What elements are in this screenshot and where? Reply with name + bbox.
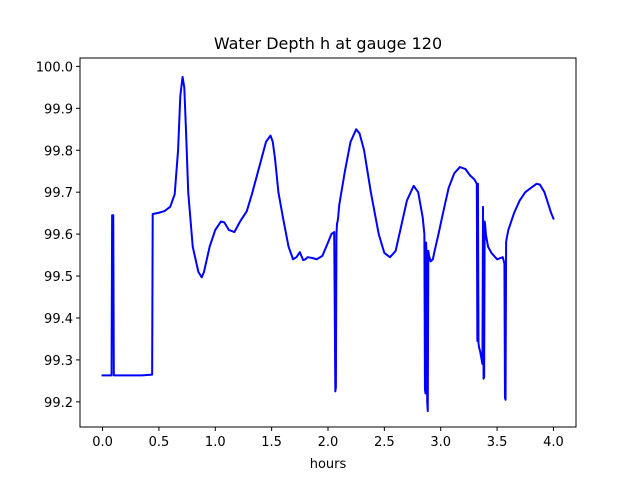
x-axis-label: hours	[310, 457, 347, 472]
x-tick-label: 1.0	[205, 435, 226, 450]
x-tick-label: 2.0	[318, 435, 339, 450]
chart-title: Water Depth h at gauge 120	[214, 34, 442, 53]
x-tick-label: 0.5	[149, 435, 170, 450]
y-tick-label: 99.9	[44, 102, 73, 117]
y-tick-label: 99.5	[44, 270, 73, 285]
y-tick-label: 99.3	[44, 354, 73, 369]
y-tick-label: 99.6	[44, 228, 73, 243]
y-tick-label: 99.2	[44, 396, 73, 411]
y-tick-label: 99.7	[44, 186, 73, 201]
series-line-0	[101, 75, 555, 413]
y-tick-label: 99.8	[44, 144, 73, 159]
x-tick-label: 2.5	[374, 435, 395, 450]
x-tick-label: 0.0	[92, 435, 113, 450]
y-tick-label: 100.0	[36, 60, 73, 75]
x-tick-label: 3.0	[430, 435, 451, 450]
x-tick-label: 4.0	[543, 435, 564, 450]
y-tick-label: 99.4	[44, 312, 73, 327]
x-tick-label: 3.5	[487, 435, 508, 450]
x-tick-label: 1.5	[261, 435, 282, 450]
